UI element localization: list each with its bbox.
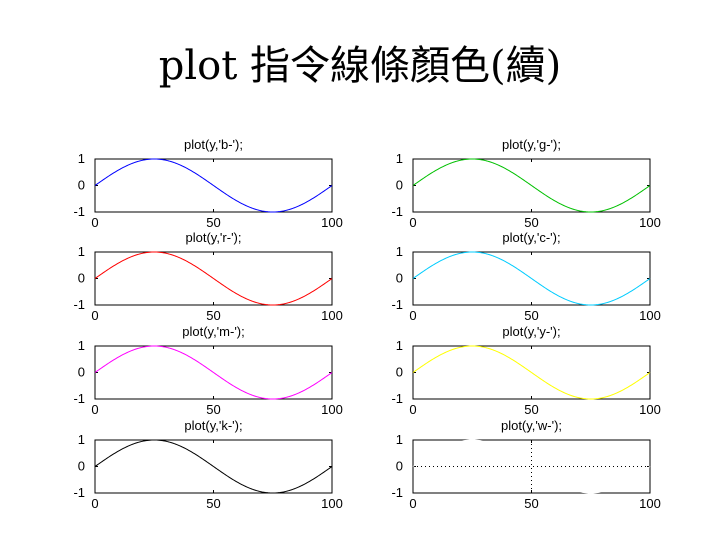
- subplot-4: plot(y,'c-'); 1 0 -1 0 50 100: [391, 230, 660, 323]
- series-line: [412, 345, 651, 400]
- y-tick-label: 0: [396, 271, 403, 286]
- y-tick-label: -1: [391, 485, 403, 500]
- subplot-title: plot(y,'b-');: [184, 137, 243, 152]
- x-tick-label: 0: [91, 496, 98, 511]
- y-tick-label: -1: [391, 297, 403, 312]
- series-line: [412, 251, 651, 306]
- x-tick-label: 100: [639, 496, 661, 511]
- slide-title: plot 指令線條顏色(續): [158, 43, 562, 89]
- x-tick-label: 50: [524, 215, 538, 230]
- x-tick-label: 100: [321, 215, 343, 230]
- x-tick-label: 0: [409, 215, 416, 230]
- y-tick-label: 0: [78, 271, 85, 286]
- subplot-2: plot(y,'g-'); 1 0 -1 0 50 100: [391, 137, 660, 230]
- subplot-title: plot(y,'r-');: [186, 230, 242, 245]
- y-tick-label: -1: [391, 204, 403, 219]
- x-tick-label: 100: [321, 308, 343, 323]
- subplot-title: plot(y,'w-');: [501, 418, 562, 433]
- x-tick-label: 50: [206, 215, 220, 230]
- y-tick-label: 0: [78, 459, 85, 474]
- y-tick-label: -1: [73, 204, 85, 219]
- y-tick-label: 1: [396, 151, 403, 166]
- y-tick-label: 1: [78, 338, 85, 353]
- subplot-3: plot(y,'r-'); 1 0 -1 0 50 100: [73, 230, 342, 323]
- x-tick-label: 0: [409, 402, 416, 417]
- subplot-title: plot(y,'k-');: [184, 418, 242, 433]
- y-tick-label: 1: [396, 432, 403, 447]
- subplot-title: plot(y,'g-');: [502, 137, 561, 152]
- x-tick-label: 50: [206, 496, 220, 511]
- y-tick-label: -1: [391, 391, 403, 406]
- subplot-5: plot(y,'m-'); 1 0 -1 0 50 100: [73, 324, 342, 417]
- x-tick-label: 0: [91, 402, 98, 417]
- x-tick-label: 0: [91, 308, 98, 323]
- x-tick-label: 0: [409, 496, 416, 511]
- series-line: [94, 251, 333, 306]
- subplot-title: plot(y,'m-');: [182, 324, 245, 339]
- subplot-8: plot(y,'w-'); 1 0 -1 0 50 100: [391, 418, 660, 511]
- subplot-7: plot(y,'k-'); 1 0 -1 0 50 100: [73, 418, 342, 511]
- y-tick-label: 1: [78, 432, 85, 447]
- y-tick-label: 0: [396, 365, 403, 380]
- series-line: [94, 345, 333, 400]
- y-tick-label: 1: [78, 244, 85, 259]
- y-tick-label: 1: [396, 338, 403, 353]
- series-line: [412, 158, 651, 213]
- subplot-title: plot(y,'y-');: [502, 324, 560, 339]
- y-tick-label: -1: [73, 391, 85, 406]
- subplot-6: plot(y,'y-'); 1 0 -1 0 50 100: [391, 324, 660, 417]
- x-tick-label: 50: [524, 308, 538, 323]
- series-line: [94, 158, 333, 213]
- y-tick-label: 1: [396, 244, 403, 259]
- subplot-title: plot(y,'c-');: [502, 230, 560, 245]
- subplot-1: plot(y,'b-'); 1 0 -1 0 50 100: [73, 137, 342, 230]
- x-tick-label: 100: [321, 496, 343, 511]
- series-line: [412, 439, 651, 494]
- x-tick-label: 0: [409, 308, 416, 323]
- x-tick-label: 100: [321, 402, 343, 417]
- x-tick-label: 50: [206, 402, 220, 417]
- x-tick-label: 50: [524, 496, 538, 511]
- y-tick-label: 0: [396, 178, 403, 193]
- y-tick-label: 0: [396, 459, 403, 474]
- x-tick-label: 100: [639, 308, 661, 323]
- y-tick-label: 0: [78, 365, 85, 380]
- x-tick-label: 100: [639, 215, 661, 230]
- y-tick-label: -1: [73, 297, 85, 312]
- y-tick-label: -1: [73, 485, 85, 500]
- x-tick-label: 50: [206, 308, 220, 323]
- y-tick-label: 0: [78, 178, 85, 193]
- x-tick-label: 100: [639, 402, 661, 417]
- series-line: [94, 439, 333, 494]
- x-tick-label: 50: [524, 402, 538, 417]
- y-tick-label: 1: [78, 151, 85, 166]
- x-tick-label: 0: [91, 215, 98, 230]
